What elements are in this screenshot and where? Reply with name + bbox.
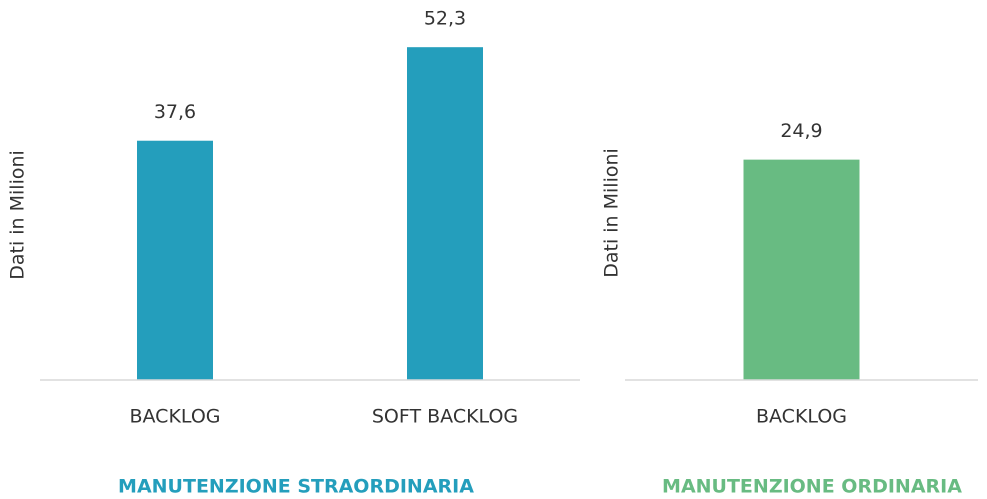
x-tick-label: SOFT BACKLOG <box>372 406 518 428</box>
y-axis-label: Dati in Milioni <box>601 148 623 278</box>
bar <box>137 140 213 380</box>
bar <box>407 47 483 380</box>
bar <box>743 159 860 380</box>
value-label: 37,6 <box>154 101 196 123</box>
x-tick-label: BACKLOG <box>756 406 847 428</box>
x-tick-label: BACKLOG <box>129 406 220 428</box>
y-axis-label: Dati in Milioni <box>7 150 29 280</box>
chart-title: MANUTENZIONE ORDINARIA <box>662 476 962 498</box>
value-label: 52,3 <box>424 8 466 30</box>
chart-title: MANUTENZIONE STRAORDINARIA <box>118 476 474 498</box>
value-label: 24,9 <box>780 120 822 142</box>
